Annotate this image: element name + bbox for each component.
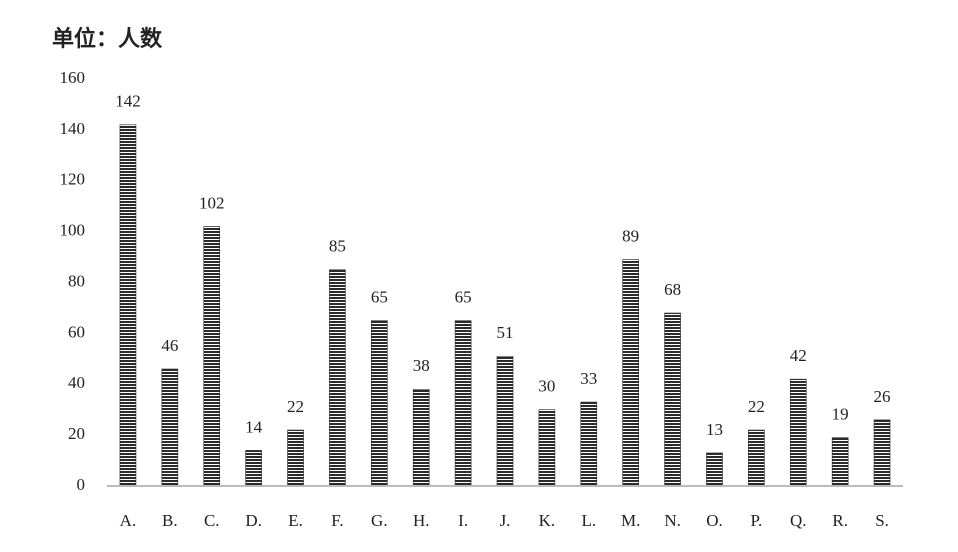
x-tick-label: O. [706, 511, 723, 530]
x-tick-label: G. [371, 511, 388, 530]
bar [203, 226, 221, 487]
bar [664, 312, 681, 487]
x-tick-label: K. [539, 511, 556, 530]
data-label: 46 [161, 336, 178, 355]
x-tick-label: N. [664, 511, 681, 530]
bar [789, 378, 807, 487]
y-tick-label: 60 [68, 322, 85, 341]
data-label: 13 [706, 420, 723, 439]
y-tick-label: 0 [77, 475, 86, 494]
bar [245, 450, 262, 487]
data-label: 142 [115, 92, 141, 111]
x-tick-label: E. [288, 511, 303, 530]
x-tick-label: Q. [790, 511, 807, 530]
data-label: 33 [580, 369, 597, 388]
data-label: 102 [199, 193, 225, 212]
data-label: 26 [874, 387, 891, 406]
bar [161, 368, 179, 487]
y-tick-label: 120 [60, 170, 86, 189]
data-label: 42 [790, 346, 807, 365]
y-tick-label: 40 [68, 373, 85, 392]
data-label: 65 [371, 288, 388, 307]
bar [454, 320, 472, 487]
data-label: 22 [287, 397, 304, 416]
y-tick-label: 160 [60, 68, 86, 87]
data-label: 51 [497, 323, 514, 342]
bar [329, 269, 346, 487]
data-label: 19 [832, 405, 849, 424]
y-tick-label: 100 [60, 221, 86, 240]
x-tick-label: S. [875, 511, 889, 530]
x-tick-label: F. [331, 511, 343, 530]
bar [538, 409, 556, 487]
y-tick-label: 20 [68, 424, 85, 443]
data-label: 68 [664, 280, 681, 299]
bar [873, 419, 891, 487]
x-tick-label: R. [832, 511, 848, 530]
data-label: 30 [538, 377, 555, 396]
bar [496, 355, 514, 487]
bar [831, 437, 849, 487]
x-tick-label: C. [204, 511, 220, 530]
bar [748, 429, 765, 487]
data-label: 38 [413, 356, 430, 375]
bar [287, 429, 304, 487]
x-tick-label: A. [120, 511, 137, 530]
bar [706, 452, 723, 487]
data-label: 85 [329, 237, 346, 256]
data-label: 65 [455, 288, 472, 307]
x-tick-label: I. [458, 511, 468, 530]
bar [371, 320, 388, 487]
data-label: 14 [245, 417, 263, 436]
bar [622, 259, 639, 487]
y-tick-label: 80 [68, 271, 85, 290]
bar [119, 124, 137, 487]
data-label: 89 [622, 227, 639, 246]
x-tick-label: D. [245, 511, 262, 530]
x-tick-label: M. [621, 511, 640, 530]
x-tick-label: L. [581, 511, 596, 530]
x-tick-label: H. [413, 511, 430, 530]
bar [580, 401, 598, 487]
y-tick-label: 140 [60, 119, 86, 138]
x-tick-label: B. [162, 511, 178, 530]
data-label: 22 [748, 397, 765, 416]
x-tick-label: J. [500, 511, 511, 530]
bar [412, 389, 430, 487]
chart-title: 单位：人数 [52, 26, 163, 52]
x-tick-label: P. [750, 511, 762, 530]
